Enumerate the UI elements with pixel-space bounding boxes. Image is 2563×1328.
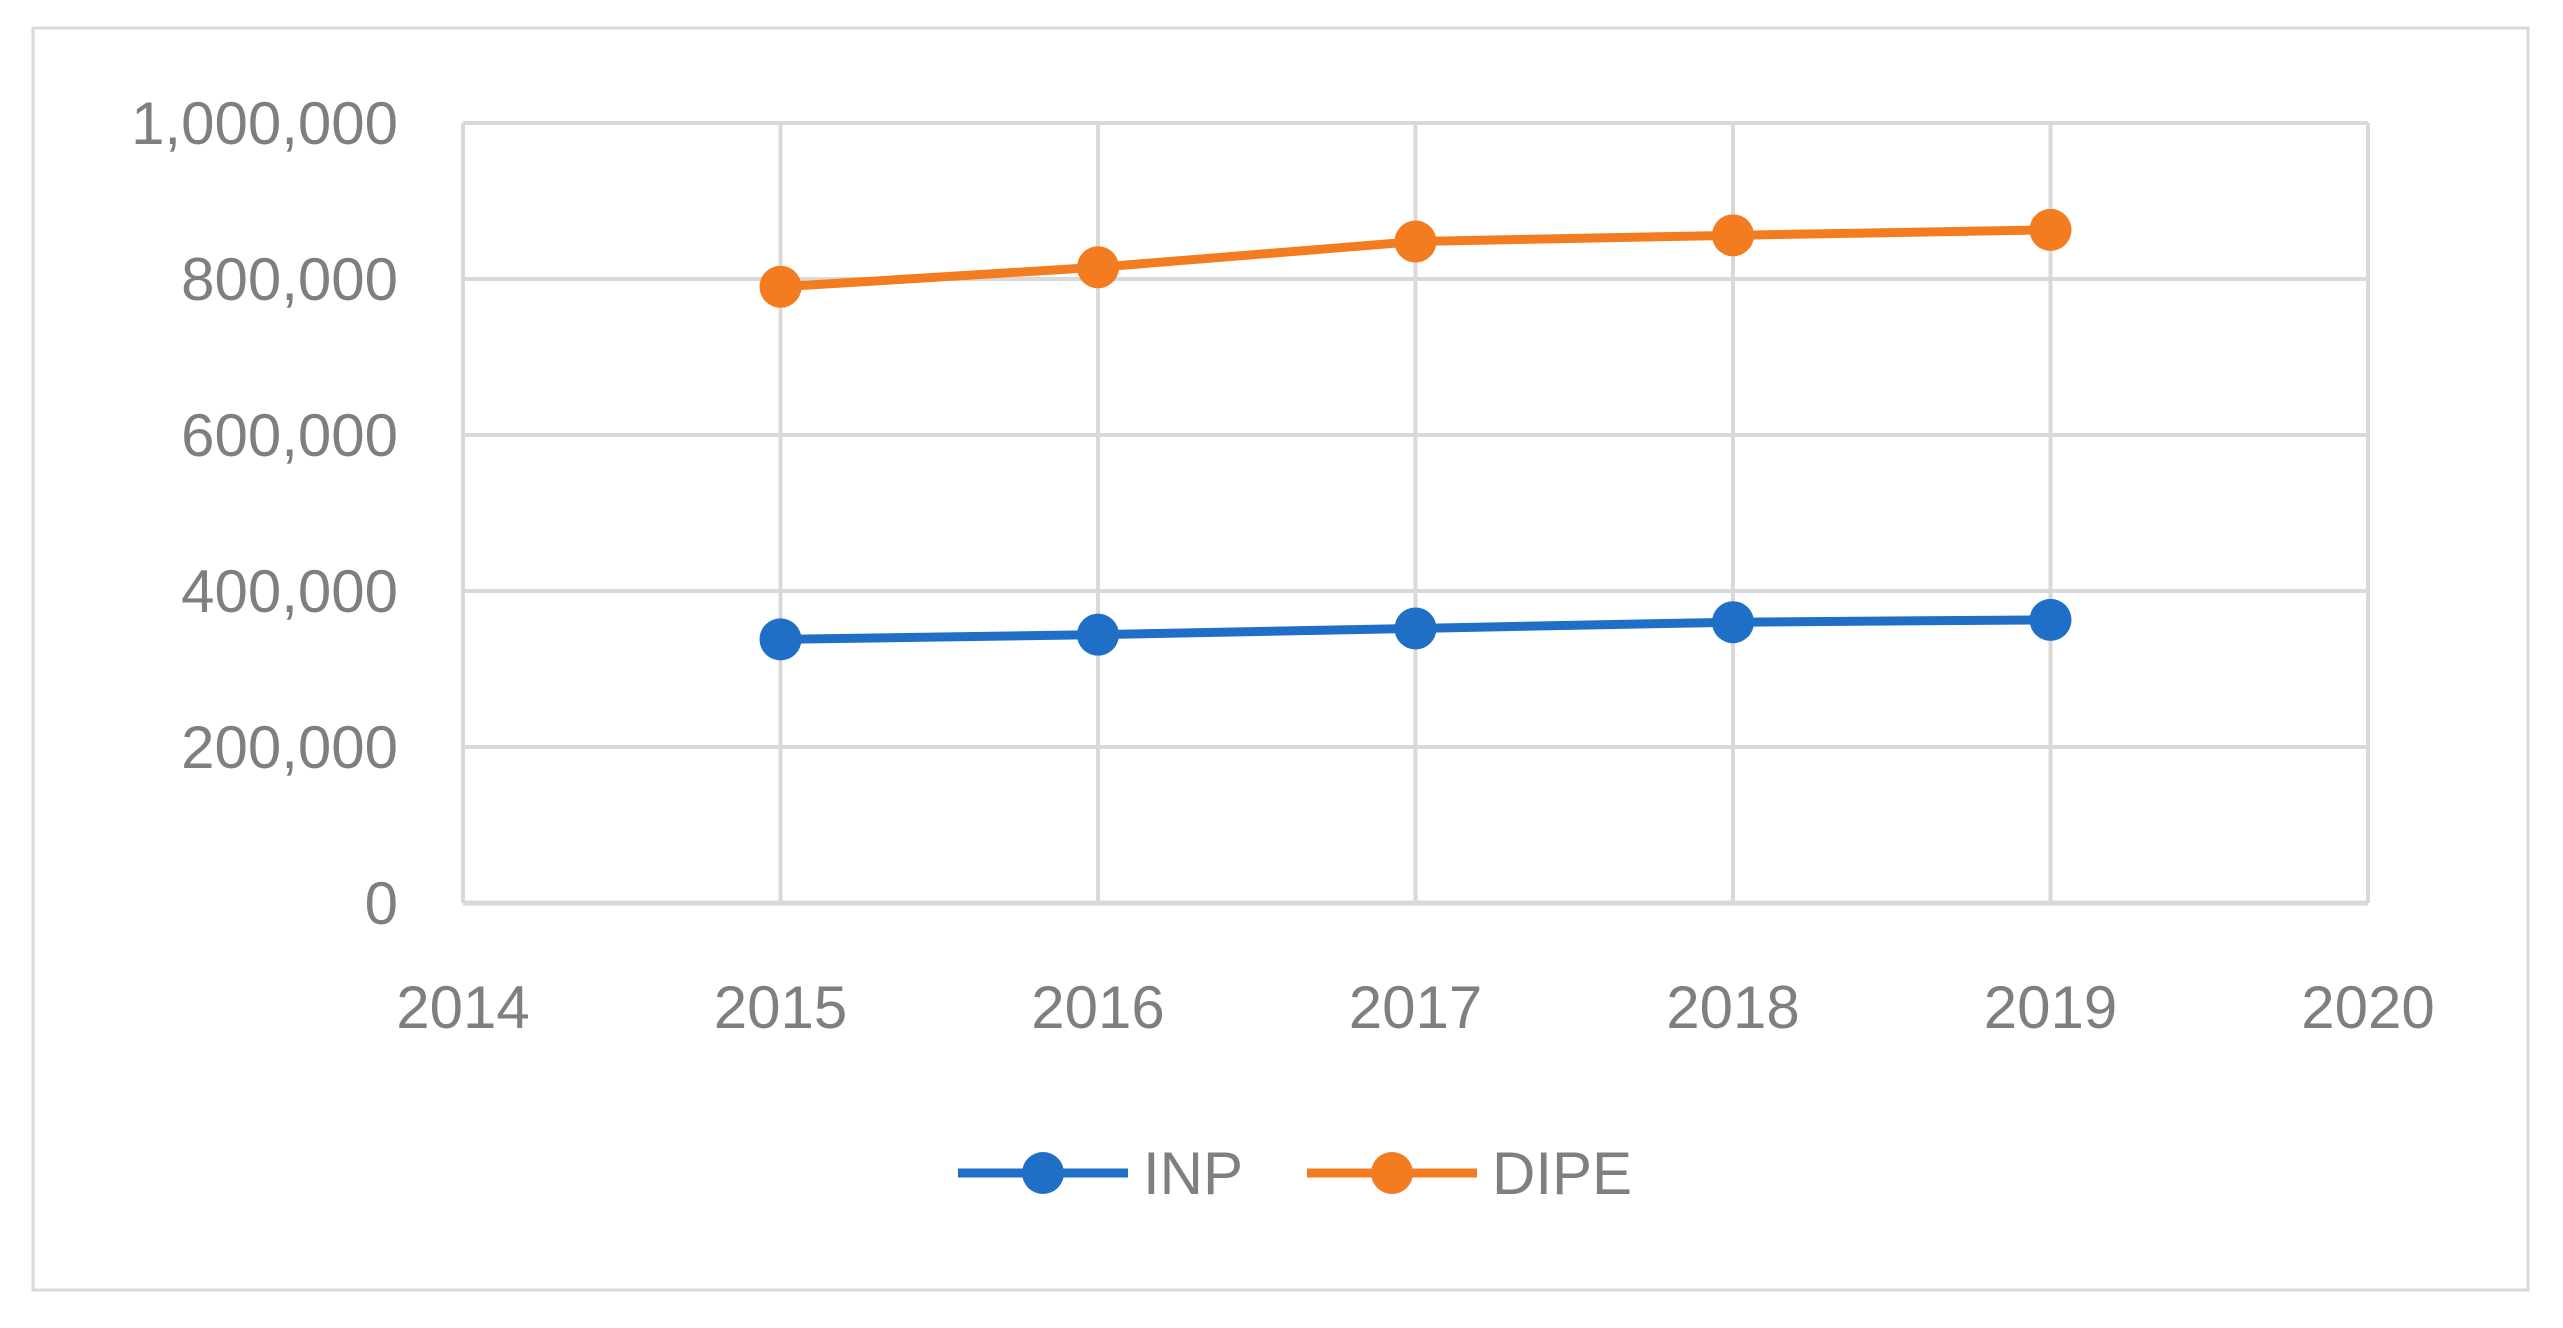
- legend-swatch-marker-inp: [1022, 1152, 1064, 1194]
- y-tick-label: 800,000: [181, 246, 398, 313]
- data-point-dipe: [1394, 220, 1437, 263]
- data-point-inp: [759, 618, 802, 661]
- x-tick-label: 2017: [1349, 974, 1482, 1041]
- series: [759, 208, 2072, 661]
- data-point-inp: [2029, 598, 2072, 641]
- data-point-inp: [1077, 613, 1119, 656]
- x-tick-label: 2019: [1984, 974, 2117, 1041]
- y-tick-label: 600,000: [181, 402, 398, 469]
- data-point-inp: [1712, 601, 1754, 644]
- legend-label-dipe: DIPE: [1492, 1140, 1632, 1207]
- y-tick-label: 0: [365, 870, 398, 937]
- axes: 0 200,000 400,000 600,000 800,000 1,000,000 20…: [131, 90, 2435, 1041]
- x-tick-label: 2020: [2301, 974, 2434, 1041]
- data-point-dipe: [759, 265, 802, 308]
- chart-border: [31, 26, 2530, 1292]
- data-point-inp: [1394, 607, 1437, 650]
- data-point-dipe: [1077, 246, 1119, 289]
- y-tick-label: 1,000,000: [131, 90, 398, 157]
- y-tick-label: 200,000: [181, 714, 398, 781]
- legend-swatch-marker-dipe: [1371, 1152, 1413, 1194]
- x-tick-label: 2015: [714, 974, 847, 1041]
- legend: INP DIPE: [958, 1140, 1632, 1207]
- legend-label-inp: INP: [1143, 1140, 1243, 1207]
- x-tick-label: 2014: [396, 974, 529, 1041]
- x-tick-label: 2016: [1031, 974, 1164, 1041]
- x-tick-label: 2018: [1666, 974, 1799, 1041]
- data-point-dipe: [2029, 208, 2072, 251]
- y-tick-label: 400,000: [181, 558, 398, 625]
- data-point-dipe: [1712, 214, 1754, 257]
